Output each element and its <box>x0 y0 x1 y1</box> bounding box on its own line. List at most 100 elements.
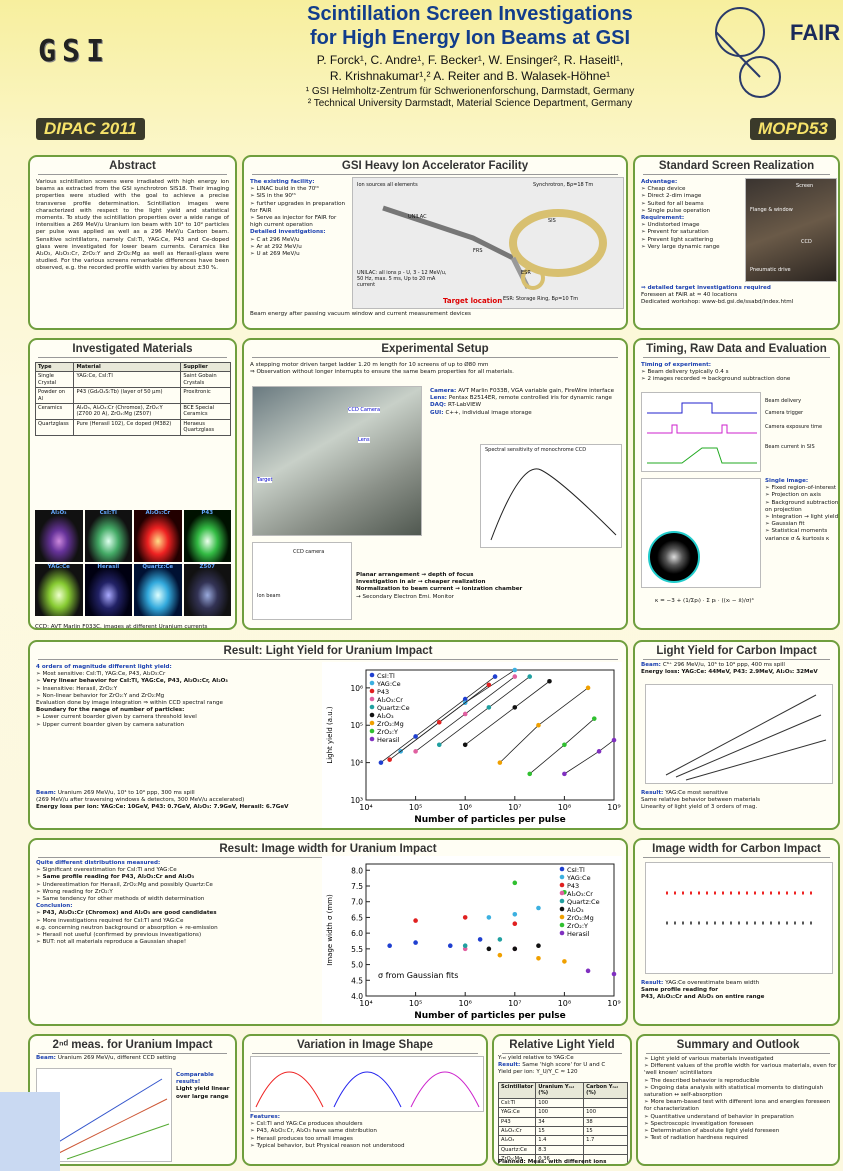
setup-photo: CCD CameraLensTarget <box>252 386 422 536</box>
legend-label: Al₂O₃:Cr <box>377 696 403 704</box>
text-block: U at 269 MeV/u <box>250 251 350 258</box>
text: P43, Al₂O₃:Cr, Al₂O₃ have same distribut… <box>256 1128 376 1134</box>
text: CCD: AVT Marlin F033C, images at differe… <box>35 624 207 630</box>
figure-label: Pneumatic drive <box>750 267 791 273</box>
text: Cheap device <box>647 186 685 192</box>
panel: Investigated Materials TypeMaterialSuppl… <box>28 338 237 630</box>
carbon-width-plot <box>645 862 833 974</box>
text: Investigation in air → cheaper realizati… <box>356 579 485 585</box>
data-point <box>527 674 532 679</box>
legend-label: Al₂O₃ <box>377 712 394 720</box>
text-block: Light yield of various materials investi… <box>644 1056 838 1063</box>
text-group: Camera:AVT Marlin F033B, VGA variable ga… <box>430 388 620 417</box>
text-block: 4 orders of magnitude different light yi… <box>36 664 318 671</box>
data-point <box>379 760 384 765</box>
table-cell <box>584 1145 628 1154</box>
data-point <box>513 912 518 917</box>
text-group: Beam:C⁶⁺ 296 MeV/u, 10⁶ to 10⁹ ppp, 400 … <box>641 662 836 676</box>
table-cell <box>584 1098 628 1107</box>
materials-table: TypeMaterialSupplierSingle CrystalYAG:Ce… <box>35 362 231 436</box>
text-block: Lens:Pentax B2514ER, remote controlled i… <box>430 395 620 402</box>
y-tick-label: 10³ <box>350 796 363 805</box>
text: U at 269 MeV/u <box>256 251 299 257</box>
table-cell: 38 <box>584 1117 628 1126</box>
table-cell: YAG:Ce, CsI:Tl <box>74 372 181 388</box>
text-group: The existing facility:LINAC build in the… <box>250 179 350 258</box>
text-block: BUT: not all materials reproduce a Gauss… <box>36 939 318 946</box>
data-point <box>586 686 591 691</box>
image-label: Quartz:Ce <box>134 564 182 570</box>
data-point <box>437 742 442 747</box>
figure-label: Synchrotron, Bρ=18 Tm <box>533 182 593 188</box>
text: ⇒ detailed target investigations require… <box>641 285 771 291</box>
image-label: CsI:Tl <box>85 510 133 516</box>
figure-label: CCD <box>801 239 812 245</box>
data-point <box>413 940 418 945</box>
text-block: C at 296 MeV/u <box>250 237 350 244</box>
facility-map: Ion sources all elementsUNILACSISFRSESRS… <box>352 177 624 309</box>
text: Fixed region-of-interest <box>771 485 836 491</box>
data-point <box>463 915 468 920</box>
x-axis-label: Number of particles per pulse <box>414 1011 566 1021</box>
text-block: More investigations required for CsI:Tl … <box>36 918 318 925</box>
text-block: Upper current boarder given by camera sa… <box>36 722 318 729</box>
text: Same profile reading for P43, Al₂O₃:Cr a… <box>43 874 194 880</box>
author-line: R. Krishnakumar¹,² A. Reiter and B. Wala… <box>220 68 720 84</box>
legend-marker <box>560 891 565 896</box>
text-block: Features: <box>250 1114 484 1121</box>
light-yield-chart: 10⁴10⁵10⁶10⁷10⁸10⁹10³10⁴10⁵10⁶Number of … <box>322 662 622 828</box>
text: More investigations required for CsI:Tl … <box>42 918 183 924</box>
table-row: ZrO₂:Y0.046 <box>499 1164 628 1166</box>
text: Upper current boarder given by camera sa… <box>42 722 184 728</box>
text-group: Single image:Fixed region-of-interestPro… <box>765 478 839 543</box>
timing-scope <box>641 392 761 472</box>
text-group: 4 orders of magnitude different light yi… <box>36 664 318 729</box>
text-block: CCD: AVT Marlin F033C, images at differe… <box>35 624 231 630</box>
table-row: Single CrystalYAG:Ce, CsI:TlSaint Gobain… <box>36 372 231 388</box>
y-tick-label: 5.0 <box>351 961 363 970</box>
table-cell <box>584 1164 628 1166</box>
text: Ar at 292 MeV/u <box>256 244 301 250</box>
text: Insensitive: Herasil, ZrO₂:Y <box>42 686 117 692</box>
panel-title: Variation in Image Shape <box>252 1036 478 1054</box>
text-block: Normalization to beam current → ionizati… <box>356 586 624 593</box>
text: Comparable results! <box>176 1072 214 1085</box>
authors: P. Forck¹, C. Andre¹, F. Becker¹, W. Ens… <box>220 52 720 84</box>
timing-legend: Beam deliveryCamera triggerCamera exposu… <box>763 396 837 466</box>
table-cell: 100 <box>536 1098 584 1107</box>
text-block: Different values of the profile width fo… <box>644 1063 838 1077</box>
panel-title: Relative Light Yield <box>502 1036 622 1054</box>
legend-label: ZrO₂:Y <box>567 922 588 930</box>
label: DAQ: <box>430 402 446 408</box>
legend-label: CsI:Tl <box>377 672 395 680</box>
y-tick-label: 6.5 <box>351 913 363 922</box>
text: Beam delivery typically 0.4 s <box>647 369 728 375</box>
panel: AbstractVarious scintillation screens we… <box>28 155 237 330</box>
label: Beam: <box>36 1055 56 1061</box>
label: Camera: <box>430 388 456 394</box>
text-group: κ = −3 + (1/Σpᵢ) · Σ pᵢ · ((xᵢ − x̄)/σ)⁴ <box>655 598 835 605</box>
relative-yield-table: ScintillatorUranium Yᵣₑₗ (%)Carbon Yᵣₑₗ … <box>498 1082 628 1166</box>
text: Herasil not useful (confirmed by previou… <box>42 932 201 938</box>
text-block: Beam delivery typically 0.4 s <box>641 369 836 376</box>
text: Energy loss per ion: YAG:Ce: 10GeV, P43:… <box>36 804 288 810</box>
text-group: Features:CsI:Tl and YAG:Ce produces shou… <box>250 1114 484 1150</box>
table-cell: 1.4 <box>536 1136 584 1145</box>
text: Dedicated workshop: www-bd.gsi.de/ssabd/… <box>641 299 793 305</box>
table-row: Powder on AlP43 (Gd₂O₂S:Tb) (layer of 50… <box>36 388 231 404</box>
text: Uranium 269 MeV/u, 10⁴ to 10⁹ ppp, 300 m… <box>58 790 195 796</box>
figure-label: ESR <box>521 270 531 276</box>
text-block: SIS in the 90ᵗʰ <box>250 193 350 200</box>
text-block: Result:YAG:Ce overestimate beam width <box>641 980 836 987</box>
text-block: More beam-based test with different ions… <box>644 1099 838 1113</box>
data-point <box>498 760 503 765</box>
table-cell: 8.3 <box>536 1145 584 1154</box>
data-point <box>562 772 567 777</box>
x-tick-label: 10⁵ <box>409 999 422 1008</box>
legend-marker <box>370 689 375 694</box>
text-block: Lower current boarder given by camera th… <box>36 714 318 721</box>
text: Energy loss: YAG:Ce: 44MeV, P43: 2.9MeV,… <box>641 669 818 675</box>
legend-label: ZrO₂:Mg <box>567 914 594 922</box>
